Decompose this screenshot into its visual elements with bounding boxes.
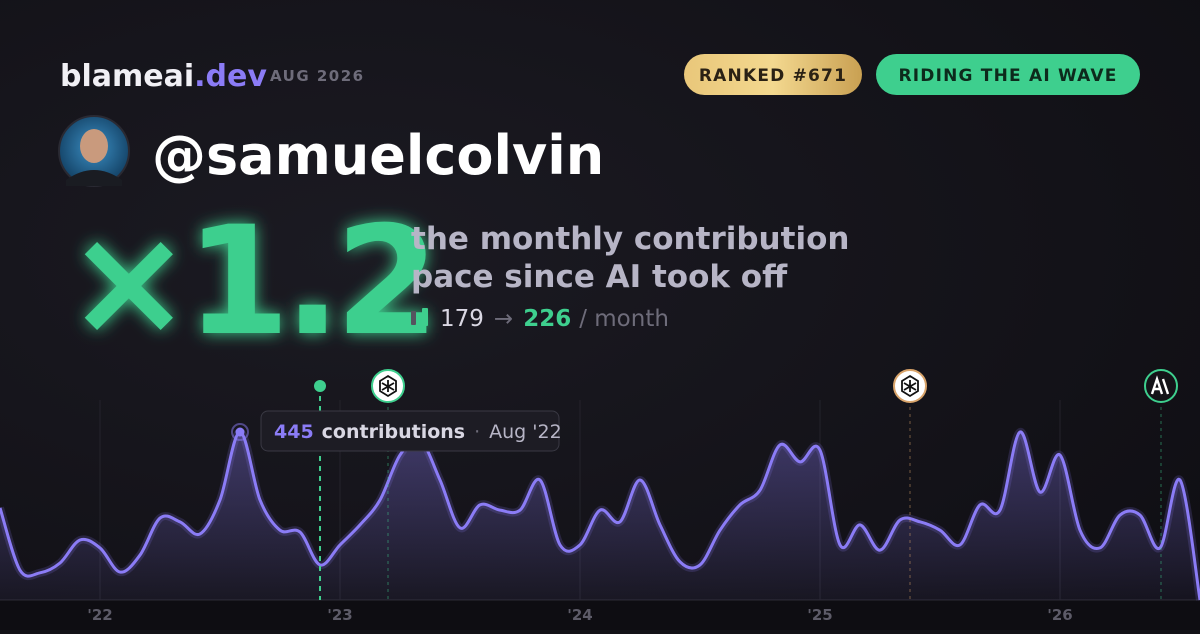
series-area xyxy=(0,431,1200,600)
rank-badge xyxy=(684,54,862,95)
rank-badge-label: RANKED #671 xyxy=(699,66,847,86)
stat-to: 226 xyxy=(523,306,571,332)
wave-badge xyxy=(876,54,1140,95)
multiplier: ×1.2 xyxy=(66,195,433,369)
tooltip-sep: · xyxy=(474,421,480,443)
x-tick-label: '25 xyxy=(807,606,832,624)
chart: '22 '23 '24 '25 '26 xyxy=(0,400,1200,630)
brand-suffix: .dev xyxy=(194,59,267,94)
openai-glyph xyxy=(379,374,397,398)
stat-bar-before xyxy=(411,311,416,325)
anthropic-icon xyxy=(1144,369,1178,403)
anthropic-glyph xyxy=(1150,375,1170,395)
stats: 179 → 226 / month xyxy=(440,306,669,332)
description-line: the monthly contribution xyxy=(411,221,849,257)
openai-glyph xyxy=(901,374,919,398)
brand: blameai.dev xyxy=(60,59,267,94)
tooltip: 445 contributions · Aug '22 xyxy=(260,410,562,452)
stat-unit: / month xyxy=(579,306,669,332)
tooltip-text: 445 contributions · Aug '22 xyxy=(274,421,562,443)
tooltip-date: Aug '22 xyxy=(489,421,562,443)
avatar-body xyxy=(66,170,122,186)
brand-name: blameai xyxy=(60,59,194,94)
x-tick-label: '22 xyxy=(87,606,112,624)
axis-band xyxy=(0,600,1200,630)
highlight-ring xyxy=(231,423,249,442)
series-line xyxy=(0,430,1200,601)
avatar-face xyxy=(80,129,108,163)
tooltip-value: 445 xyxy=(274,421,314,443)
card-date: AUG 2026 xyxy=(270,67,365,85)
tooltip-box xyxy=(260,410,560,452)
stat-bar-after xyxy=(422,308,428,326)
x-tick-label: '26 xyxy=(1047,606,1072,624)
tooltip-label: contributions xyxy=(322,421,465,443)
event-dot xyxy=(314,380,326,392)
x-tick-label: '23 xyxy=(327,606,352,624)
stat-from: 179 xyxy=(440,306,484,332)
stat-arrow: → xyxy=(494,306,513,332)
highlight-point xyxy=(235,427,245,437)
events xyxy=(314,369,1178,600)
description-line: pace since AI took off xyxy=(411,259,788,295)
wave-badge-label: RIDING THE AI WAVE xyxy=(898,66,1117,86)
username: @samuelcolvin xyxy=(152,124,604,187)
x-tick-label: '24 xyxy=(567,606,592,624)
